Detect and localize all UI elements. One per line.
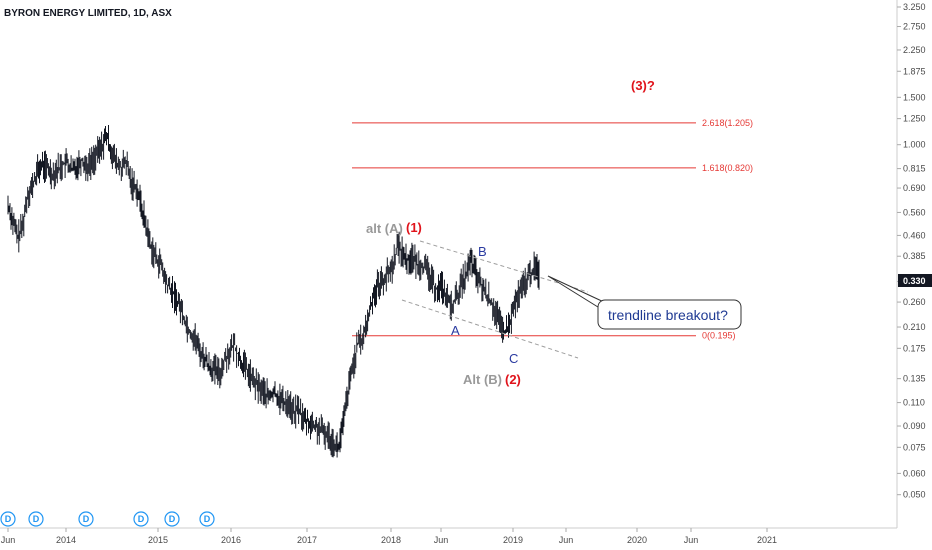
time-tick-label: 2020 (627, 535, 647, 545)
time-tick-label: 2018 (381, 535, 401, 545)
callout-box (597, 299, 742, 330)
price-tick-label: 3.250 (903, 2, 926, 12)
wave-label-b: B (478, 244, 487, 259)
time-tick-label: Jun (684, 535, 699, 545)
dividend-marker[interactable]: D (28, 511, 44, 527)
time-tick-label: 2015 (148, 535, 168, 545)
fibonacci-extension[interactable]: 2.618(1.205) 1.618(0.820) 0(0.195) (352, 118, 753, 341)
wave-label-3: (3)? (631, 78, 655, 93)
time-tick-label: 2017 (297, 535, 317, 545)
price-tick-label: 0.050 (903, 490, 926, 500)
dividend-marker[interactable]: D (78, 511, 94, 527)
dividend-marker-label: D (33, 514, 40, 524)
last-price-value: 0.330 (903, 276, 926, 286)
wave-label-alt-b: Alt (B) (463, 372, 502, 387)
callout-pointer (547, 275, 607, 313)
price-tick-label: 0.110 (903, 398, 925, 408)
dividend-marker-label: D (138, 514, 145, 524)
price-tick-label: 0.815 (903, 164, 926, 174)
time-tick-label: 2021 (757, 535, 777, 545)
channel-lower-line[interactable] (401, 299, 579, 359)
price-tick-label: 2.750 (903, 22, 926, 32)
time-tick-label: Jun (434, 535, 449, 545)
wave-label-a: A (451, 323, 460, 338)
chart-title: BYRON ENERGY LIMITED, 1D, ASX (4, 8, 172, 19)
price-tick-label: 0.135 (903, 374, 926, 384)
time-tick-label: 2019 (503, 535, 523, 545)
price-tick-label: 0.210 (903, 322, 926, 332)
channel-upper-line[interactable] (419, 240, 589, 293)
price-tick-label: 0.385 (903, 251, 926, 261)
price-tick-label: 0.690 (903, 183, 926, 193)
time-axis[interactable]: Jun 2014 2015 2016 2017 2018 Jun 2019 Jun 2020 Jun… (1, 528, 777, 545)
fib-level-label: 1.618(0.820) (702, 163, 753, 173)
wave-label-alt-a: alt (A) (366, 221, 403, 236)
price-tick-label: 0.560 (903, 207, 926, 217)
time-tick-label: Jun (1, 535, 16, 545)
price-series (7, 125, 540, 458)
price-tick-label: 1.875 (903, 66, 926, 76)
wave-label-2: (2) (505, 372, 521, 387)
time-tick-label: 2016 (221, 535, 241, 545)
dividend-marker-label: D (83, 514, 90, 524)
price-tick-label: 0.075 (903, 442, 926, 452)
callout-text: trendline breakout? (608, 307, 728, 323)
dividend-marker-label: D (5, 514, 12, 524)
dividend-marker[interactable]: D (0, 511, 16, 527)
price-tick-label: 0.260 (903, 297, 926, 307)
dividend-marker[interactable]: D (133, 511, 149, 527)
time-tick-label: 2014 (56, 535, 76, 545)
dividend-marker-label: D (204, 514, 211, 524)
last-price-tag: 0.330 (898, 274, 932, 287)
dividend-marker[interactable]: D (164, 511, 180, 527)
price-tick-label: 0.060 (903, 468, 926, 478)
dividend-marker-label: D (169, 514, 176, 524)
wave-label-1: (1) (406, 220, 422, 235)
price-tick-label: 0.175 (903, 343, 926, 353)
trendline-breakout-callout[interactable]: trendline breakout? (547, 275, 742, 330)
time-tick-label: Jun (559, 535, 574, 545)
price-tick-label: 1.000 (903, 140, 926, 150)
wave-label-c: C (509, 351, 518, 366)
price-tick-label: 0.090 (903, 421, 926, 431)
price-tick-label: 1.250 (903, 114, 926, 124)
price-tick-label: 1.500 (903, 92, 926, 102)
price-tick-label: 0.460 (903, 230, 926, 240)
price-tick-label: 2.250 (903, 45, 926, 55)
fib-level-label: 0(0.195) (702, 331, 736, 341)
fib-level-label: 2.618(1.205) (702, 118, 753, 128)
price-axis[interactable]: 3.250 2.750 2.250 1.875 1.500 1.250 1.000 0.815… (897, 2, 926, 500)
dividend-marker[interactable]: D (199, 511, 215, 527)
